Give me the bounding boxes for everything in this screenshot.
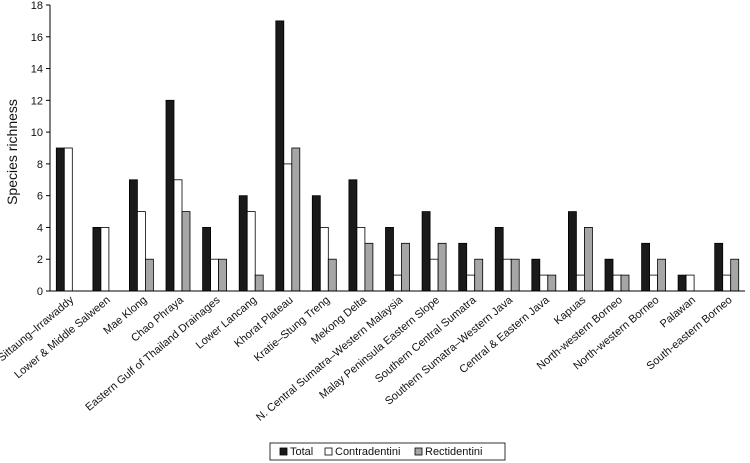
bar-contradentini — [283, 163, 293, 292]
bar-contradentini — [100, 226, 110, 292]
bar-rectidentini — [364, 242, 374, 292]
bar-contradentini — [136, 211, 146, 292]
bar-rectidentini — [254, 274, 264, 292]
bar-contradentini — [576, 274, 585, 292]
legend-frame — [269, 442, 506, 461]
bar-contradentini — [466, 274, 476, 292]
bar-rectidentini — [181, 211, 191, 292]
bar-contradentini — [612, 274, 622, 292]
bar-rectidentini — [437, 242, 447, 292]
bar-contradentini — [393, 274, 402, 292]
bar-total — [385, 226, 394, 292]
y-tick-label: 10 — [31, 127, 43, 139]
bar-contradentini — [649, 274, 658, 292]
bar-total — [421, 211, 431, 292]
bar-rectidentini — [474, 258, 484, 292]
bar-contradentini — [722, 274, 732, 292]
bar-total — [677, 274, 687, 292]
bar-total — [311, 195, 321, 292]
legend-swatch-rectidentini — [414, 447, 423, 456]
bar-rectidentini — [327, 258, 337, 292]
bar-total — [55, 147, 65, 292]
y-tick-label: 0 — [37, 286, 43, 298]
bar-rectidentini — [218, 258, 228, 292]
bar-rectidentini — [620, 274, 630, 292]
legend-swatch-total — [279, 447, 288, 456]
bar-total — [458, 242, 468, 292]
bar-total — [348, 179, 358, 292]
y-tick-label: 4 — [37, 222, 43, 234]
bar-total — [641, 242, 650, 292]
bar-rectidentini — [584, 226, 593, 292]
legend-label-total: Total — [290, 446, 313, 458]
bar-contradentini — [539, 274, 549, 292]
y-tick-label: 18 — [31, 0, 43, 12]
bar-total — [714, 242, 724, 292]
bar-total — [275, 20, 285, 292]
bar-contradentini — [319, 226, 329, 292]
bar-contradentini — [210, 258, 220, 292]
bar-rectidentini — [730, 258, 740, 292]
bar-contradentini — [685, 274, 695, 292]
bar-contradentini — [246, 211, 256, 292]
legend-swatch-contradentini — [324, 447, 333, 456]
bar-rectidentini — [547, 274, 557, 292]
bar-total — [165, 99, 175, 292]
y-tick-label: 2 — [37, 254, 43, 266]
y-tick-label: 12 — [31, 95, 43, 107]
bar-rectidentini — [144, 258, 154, 292]
bar-rectidentini — [291, 147, 301, 292]
bar-total — [494, 226, 504, 292]
bar-contradentini — [502, 258, 512, 292]
bars — [55, 20, 740, 292]
bar-rectidentini — [401, 242, 410, 292]
bar-rectidentini — [510, 258, 520, 292]
bar-total — [531, 258, 541, 292]
legend-label-rectidentini: Rectidentini — [425, 446, 482, 458]
y-tick-label: 8 — [37, 159, 43, 171]
y-tick-label: 14 — [31, 64, 43, 76]
bar-total — [238, 195, 248, 292]
bar-total — [604, 258, 614, 292]
legend: Total Contradentini Rectidentini — [269, 442, 506, 461]
y-axis-title: Species richness — [4, 99, 20, 205]
bar-total — [128, 179, 138, 292]
bar-contradentini — [63, 147, 73, 292]
bar-contradentini — [173, 179, 183, 292]
legend-label-contradentini: Contradentini — [335, 446, 400, 458]
y-axis-ticks: 0 2 4 6 8 10 12 14 16 18 — [31, 0, 50, 298]
bar-contradentini — [356, 226, 366, 292]
bar-contradentini — [429, 258, 439, 292]
bar-total — [202, 226, 212, 292]
x-category-label: Eastern Gulf of Thailand Drainages — [83, 294, 223, 414]
bar-total — [568, 211, 577, 292]
bar-total — [92, 226, 102, 292]
bar-rectidentini — [657, 258, 666, 292]
y-tick-label: 16 — [31, 32, 43, 44]
y-tick-label: 6 — [37, 191, 43, 203]
